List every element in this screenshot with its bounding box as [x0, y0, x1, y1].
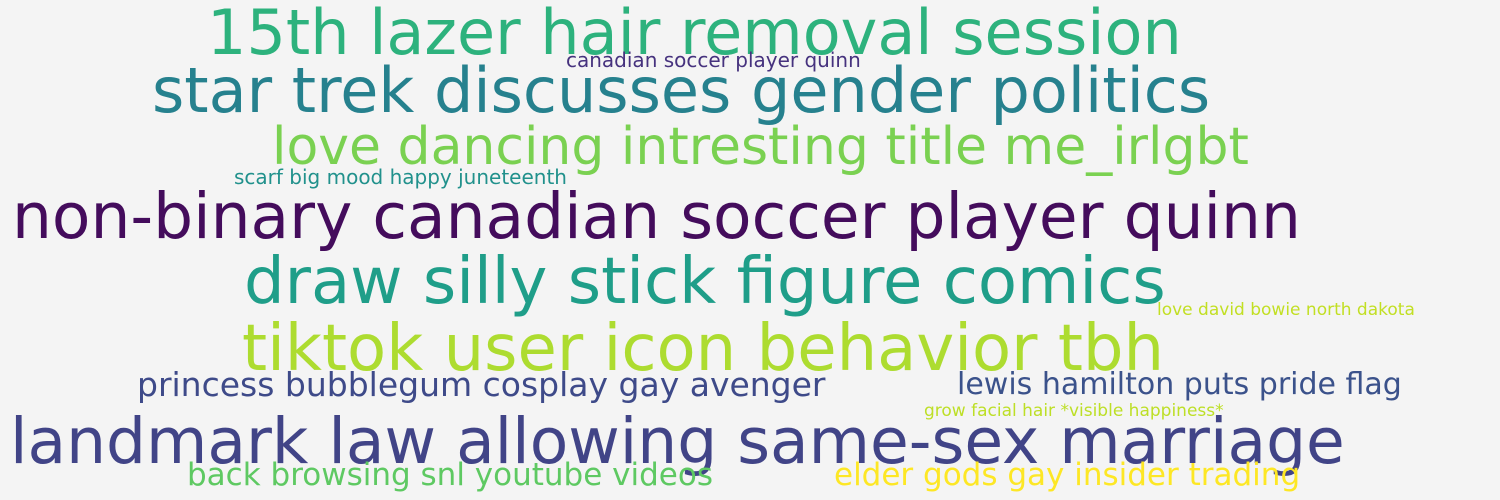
word-star-trek: star trek discusses gender politics	[152, 54, 1211, 127]
word-lewis-hamilton: lewis hamilton puts pride flag	[957, 367, 1402, 402]
word-canadian-soccer-small: canadian soccer player quinn	[566, 48, 861, 72]
word-stick-figure: draw silly stick figure comics	[244, 245, 1166, 319]
word-elder-gods: elder gods gay insider trading	[834, 457, 1301, 493]
word-non-binary-quinn: non-binary canadian soccer player quinn	[12, 180, 1301, 253]
word-snl-youtube: back browsing snl youtube videos	[187, 457, 713, 493]
word-tiktok: tiktok user icon behavior tbh	[242, 312, 1165, 386]
word-scarf-juneteenth: scarf big mood happy juneteenth	[234, 165, 567, 189]
word-lazer-hair-removal: 15th lazer hair removal session	[207, 0, 1182, 69]
word-landmark-law: landmark law allowing same-sex marriage	[10, 405, 1345, 478]
word-david-bowie: love david bowie north dakota	[1157, 300, 1415, 320]
word-love-dancing: love dancing intresting title me_irlgbt	[272, 117, 1249, 177]
word-facial-hair: grow facial hair *visible happiness*	[924, 401, 1224, 421]
word-princess-bubblegum: princess bubblegum cosplay gay avenger	[137, 365, 826, 404]
